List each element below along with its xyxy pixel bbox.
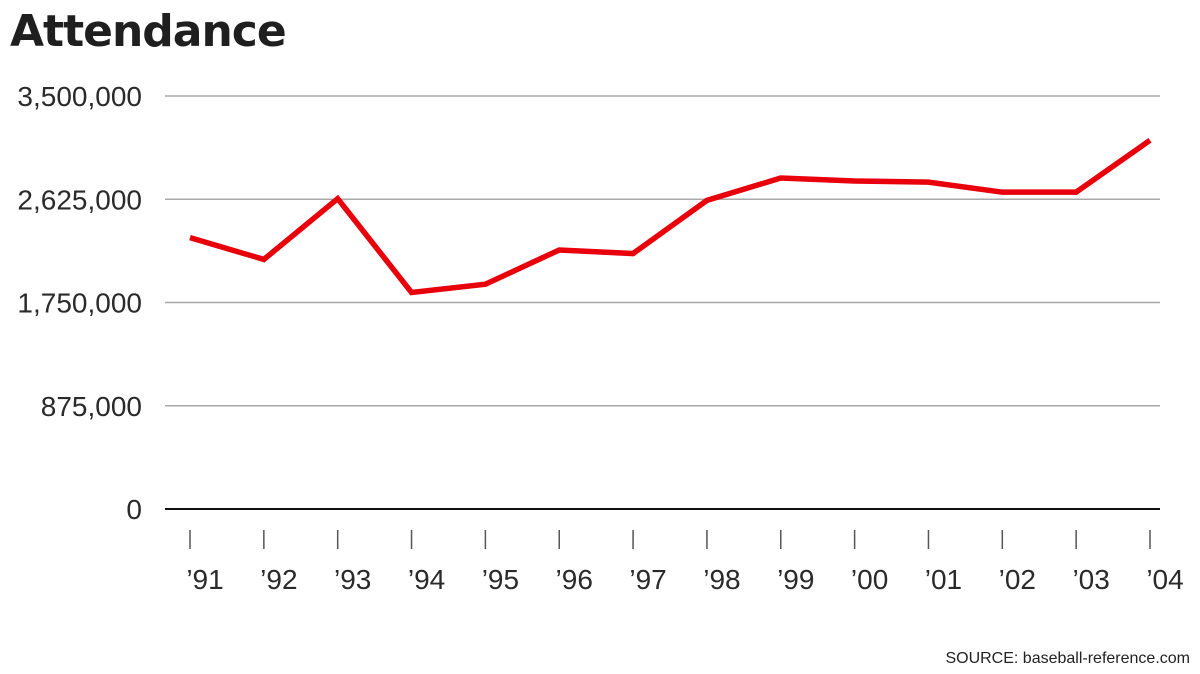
series-group — [189, 138, 1152, 296]
x-tick-label: ’98 — [703, 564, 740, 595]
x-tick-label: ’01 — [925, 564, 962, 595]
chart-title: Attendance — [10, 6, 287, 57]
x-tick-label: ’99 — [777, 564, 814, 595]
series-line — [189, 138, 1152, 296]
x-tick-label: ’03 — [1072, 564, 1109, 595]
x-axis-tick-labels: ’91 ’92 ’93 ’94 ’95 ’96 ’97 ’98 ’99 ’00 ’01 ’02 ’03 ’… — [186, 564, 1183, 595]
y-tick-label: 875,000 — [41, 391, 142, 422]
y-tick-label: 3,500,000 — [17, 81, 142, 112]
grid-lines — [165, 95, 1160, 510]
x-tick-label: ’02 — [999, 564, 1036, 595]
y-axis-tick-labels: 0 875,000 1,750,000 2,625,000 3,500,000 — [17, 81, 142, 525]
x-tick-label: ’04 — [1146, 564, 1183, 595]
y-tick-label: 1,750,000 — [17, 288, 142, 319]
x-tick-label: ’97 — [629, 564, 666, 595]
x-tick-label: ’96 — [556, 564, 593, 595]
x-tick-label: ’95 — [482, 564, 519, 595]
x-tick-label: ’94 — [408, 564, 445, 595]
y-tick-label: 0 — [126, 494, 142, 525]
x-axis-ticks — [189, 530, 1151, 549]
x-tick-label: ’93 — [334, 564, 371, 595]
x-tick-label: ’92 — [260, 564, 297, 595]
x-tick-label: ’00 — [851, 564, 888, 595]
x-tick-label: ’91 — [186, 564, 223, 595]
source-note: SOURCE: baseball-reference.com — [945, 650, 1190, 667]
y-tick-label: 2,625,000 — [17, 184, 142, 215]
